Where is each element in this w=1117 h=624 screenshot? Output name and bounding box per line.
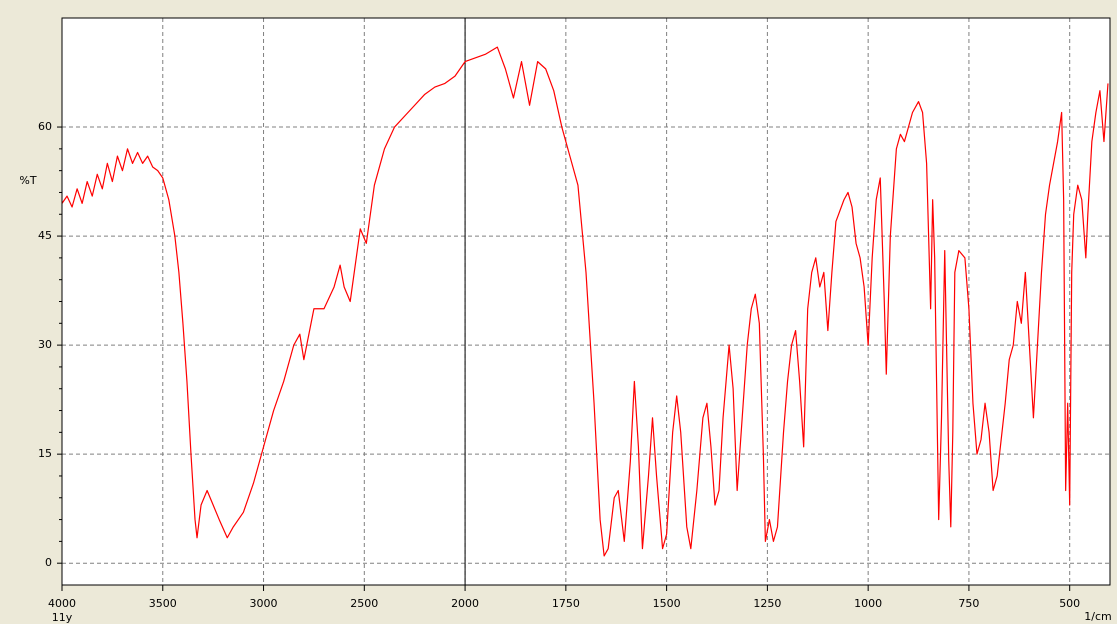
y-tick-label: 45: [38, 229, 52, 242]
x-tick-label: 1750: [552, 597, 580, 610]
spectrum-line: [61, 46, 1109, 557]
y-axis-label: %T: [19, 174, 36, 187]
plot-area: [62, 18, 1110, 585]
y-tick-label: 15: [38, 447, 52, 460]
x-tick-label: 3000: [250, 597, 278, 610]
x-axis-label: 1/cm: [1084, 610, 1111, 623]
x-tick-label: 1500: [653, 597, 681, 610]
x-tick-label: 3500: [149, 597, 177, 610]
y-tick-label: 60: [38, 120, 52, 133]
x-tick-label: 2000: [451, 597, 479, 610]
y-tick-label: 0: [45, 556, 52, 569]
y-tick-label: 30: [38, 338, 52, 351]
plot-border: [61, 17, 1111, 586]
x-tick-label: 750: [958, 597, 979, 610]
x-tick-label: 1000: [854, 597, 882, 610]
annotation: 11y: [52, 611, 73, 624]
x-tick-label: 1250: [753, 597, 781, 610]
x-tick-label: 500: [1059, 597, 1080, 610]
x-tick-label: 4000: [48, 597, 76, 610]
x-tick-label: 2500: [350, 597, 378, 610]
